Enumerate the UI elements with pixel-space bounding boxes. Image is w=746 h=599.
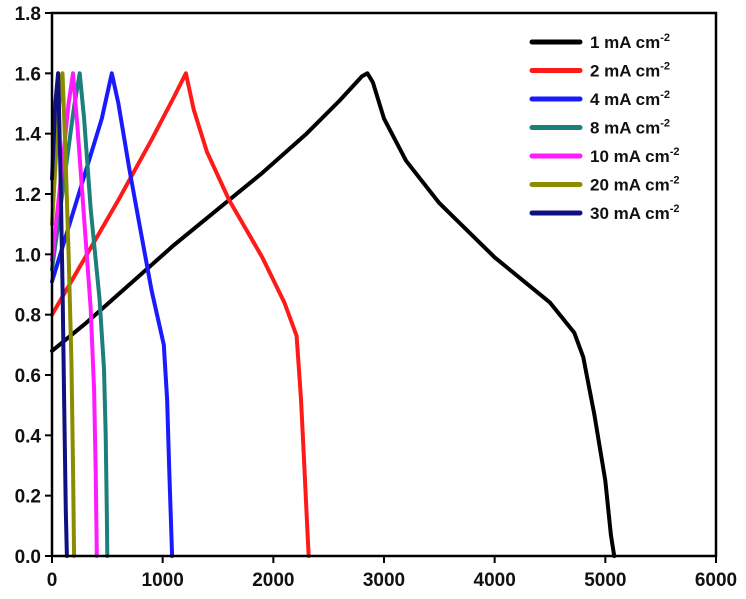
y-tick-label: 0.4 bbox=[15, 426, 42, 447]
legend-label-superscript: -2 bbox=[660, 89, 670, 101]
x-tick-label: 6000 bbox=[695, 570, 737, 591]
legend-label-text: 1 mA cm bbox=[590, 33, 660, 52]
y-tick-label: 1.6 bbox=[15, 64, 41, 85]
legend-label-text: 20 mA cm bbox=[590, 176, 670, 195]
x-tick-label: 0 bbox=[47, 570, 58, 591]
series-line-3 bbox=[50, 71, 110, 558]
legend-label-superscript: -2 bbox=[660, 32, 670, 44]
y-tick-label: 1.8 bbox=[15, 4, 41, 25]
series-line-1 bbox=[50, 71, 311, 558]
legend-label-4: 10 mA cm-2 bbox=[590, 146, 679, 166]
x-tick-label: 4000 bbox=[474, 570, 516, 591]
legend-label-text: 30 mA cm bbox=[590, 204, 670, 223]
legend-label-text: 10 mA cm bbox=[590, 147, 670, 166]
y-tick-label: 1.4 bbox=[15, 125, 42, 146]
legend-label-superscript: -2 bbox=[670, 175, 680, 187]
y-tick-label: 1.0 bbox=[15, 245, 41, 266]
x-tick-label: 2000 bbox=[252, 570, 294, 591]
x-tick-label: 3000 bbox=[363, 570, 405, 591]
series-curves bbox=[50, 71, 617, 558]
y-axis: 0.0 0.2 0.4 0.6 0.8 1.0 1.2 1.4 1.6 1.8 bbox=[15, 4, 52, 568]
legend-label-0: 1 mA cm-2 bbox=[590, 32, 670, 52]
legend-label-text: 2 mA cm bbox=[590, 62, 660, 81]
legend-label-superscript: -2 bbox=[660, 61, 670, 73]
legend-label-2: 4 mA cm-2 bbox=[590, 89, 670, 109]
x-tick-label: 1000 bbox=[142, 570, 184, 591]
legend-label-1: 2 mA cm-2 bbox=[590, 61, 670, 81]
legend-label-5: 20 mA cm-2 bbox=[590, 175, 679, 195]
y-tick-label: 0.6 bbox=[15, 366, 41, 387]
legend-label-superscript: -2 bbox=[660, 118, 670, 130]
legend-label-6: 30 mA cm-2 bbox=[590, 203, 679, 223]
legend-label-text: 8 mA cm bbox=[590, 119, 660, 138]
legend-label-superscript: -2 bbox=[670, 146, 680, 158]
y-tick-label: 0.8 bbox=[15, 306, 41, 327]
legend-label-text: 4 mA cm bbox=[590, 90, 660, 109]
y-tick-label: 0.2 bbox=[15, 487, 41, 508]
series-line-6 bbox=[50, 71, 69, 558]
y-tick-label: 0.0 bbox=[15, 547, 41, 568]
x-axis: 0 1000 2000 3000 4000 5000 6000 bbox=[47, 556, 737, 591]
series-line-0 bbox=[50, 71, 617, 558]
y-tick-label: 1.2 bbox=[15, 185, 41, 206]
legend-label-3: 8 mA cm-2 bbox=[590, 118, 670, 138]
legend: 1 mA cm-22 mA cm-24 mA cm-28 mA cm-210 m… bbox=[529, 32, 679, 223]
legend-label-superscript: -2 bbox=[670, 203, 680, 215]
x-tick-label: 5000 bbox=[584, 570, 626, 591]
